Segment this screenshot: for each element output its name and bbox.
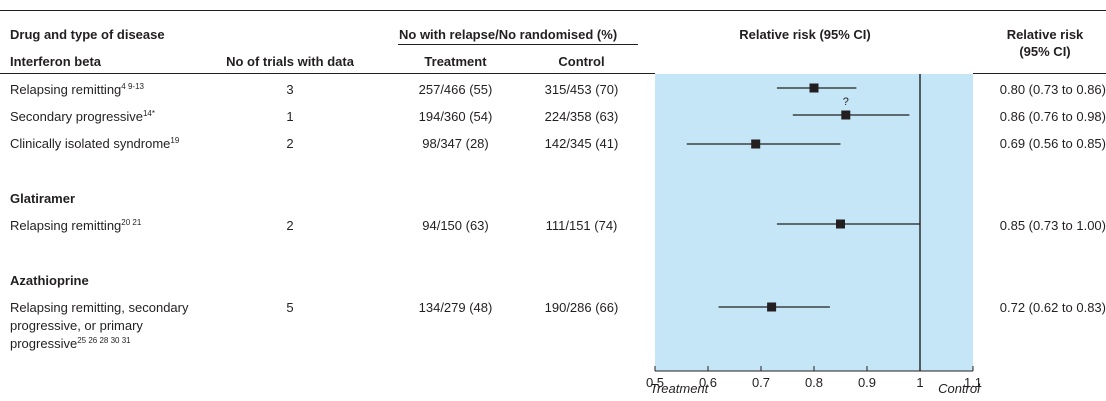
axis-label-treatment: Treatment: [650, 381, 709, 396]
row-rr-text: 0.85 (0.73 to 1.00): [999, 218, 1106, 233]
row-control: 190/286 (66): [544, 300, 619, 315]
group-interferon: Interferon beta: [10, 54, 102, 69]
top-rule: [0, 10, 1106, 11]
header-trials: No of trials with data: [226, 54, 354, 69]
header-rule-right: [973, 73, 1106, 74]
header-control: Control: [558, 54, 605, 69]
row-control: 111/151 (74): [545, 218, 618, 233]
row-control: 315/453 (70): [544, 82, 619, 97]
header-rr-plot: Relative risk (95% CI): [739, 27, 871, 42]
row-rr-text: 0.86 (0.76 to 0.98): [999, 109, 1106, 124]
row-treatment: 94/150 (63): [422, 218, 489, 233]
header-drug: Drug and type of disease: [10, 27, 165, 42]
x-tick-label: 0.9: [858, 375, 876, 390]
row-trials: 2: [286, 218, 294, 233]
group-glatiramer: Glatiramer: [10, 191, 76, 206]
x-tick-label: 0.8: [805, 375, 823, 390]
row-control: 224/358 (63): [544, 109, 619, 124]
point-estimate: [841, 110, 851, 120]
row-trials: 3: [286, 82, 294, 97]
header-group-underline: [398, 44, 638, 45]
x-tick-label: 1: [916, 375, 923, 390]
header-rr-value-line2: (95% CI): [1019, 44, 1071, 59]
row-label-line1: Relapsing remitting, secondary: [10, 300, 189, 315]
group-azathioprine: Azathioprine: [10, 273, 89, 288]
row-label: Relapsing remitting20 21: [10, 218, 142, 233]
row-trials: 1: [286, 109, 294, 124]
header-group-title: No with relapse/No randomised (%): [399, 27, 618, 42]
header-rr-value-line1: Relative risk: [1006, 27, 1084, 42]
point-estimate: [809, 83, 819, 93]
row-label: Relapsing remitting4 9-13: [10, 82, 144, 97]
axis-label-control: Control: [938, 381, 980, 396]
header-treatment: Treatment: [424, 54, 487, 69]
row-treatment: 134/279 (48): [418, 300, 493, 315]
row-label: Clinically isolated syndrome19: [10, 136, 180, 151]
row-label: Secondary progressive14*: [10, 109, 155, 124]
header-rule-left: [0, 73, 655, 74]
row-treatment: 98/347 (28): [422, 136, 489, 151]
row-rr-text: 0.69 (0.56 to 0.85): [999, 136, 1106, 151]
row-control: 142/345 (41): [544, 136, 619, 151]
row-trials: 2: [286, 136, 294, 151]
x-tick-label: 0.6: [699, 375, 717, 390]
row-label-line3: progressive25 26 28 30 31: [10, 336, 131, 351]
row-rr-text: 0.80 (0.73 to 0.86): [999, 82, 1106, 97]
row-rr-text: 0.72 (0.62 to 0.83): [999, 300, 1106, 315]
point-estimate: [751, 139, 761, 149]
point-estimate: [836, 219, 845, 229]
row-treatment: 194/360 (54): [418, 109, 493, 124]
annotation-mark: ?: [842, 96, 849, 108]
x-tick-label: 0.7: [752, 375, 770, 390]
row-label-line2: progressive, or primary: [10, 318, 143, 333]
row-treatment: 257/466 (55): [418, 82, 493, 97]
x-tick-label: 0.5: [646, 375, 664, 390]
row-trials: 5: [286, 300, 294, 315]
point-estimate: [767, 302, 777, 312]
x-tick-label: 1.1: [964, 375, 982, 390]
plot-background: [655, 74, 973, 371]
